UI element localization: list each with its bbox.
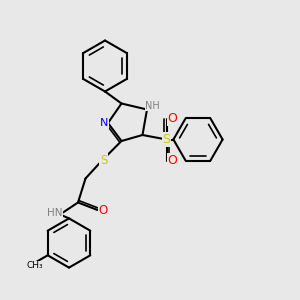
Text: S: S (100, 154, 107, 167)
Text: N: N (100, 118, 109, 128)
Text: NH: NH (145, 101, 160, 111)
Text: CH₃: CH₃ (26, 261, 43, 270)
Text: O: O (168, 154, 177, 167)
Text: HN: HN (47, 208, 62, 218)
Text: S: S (163, 133, 170, 146)
Text: O: O (98, 203, 107, 217)
Text: O: O (168, 112, 177, 125)
